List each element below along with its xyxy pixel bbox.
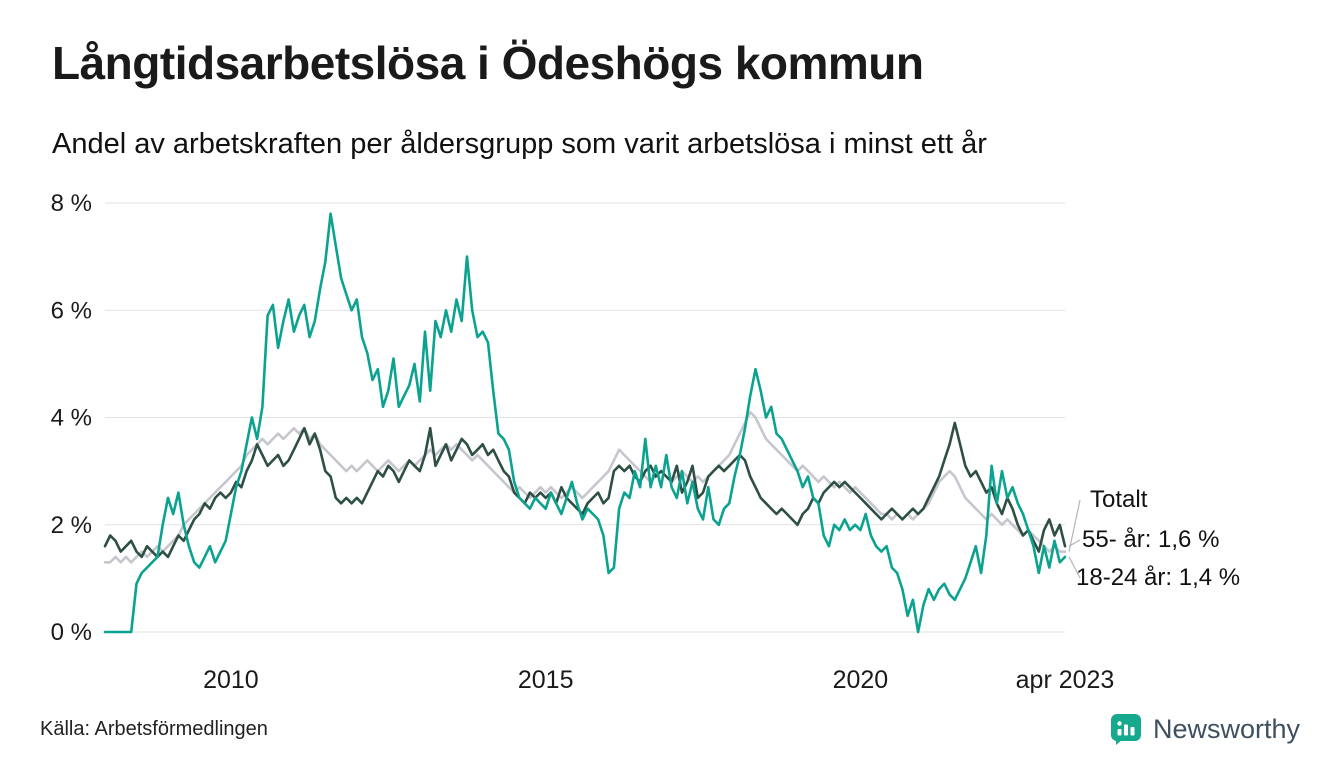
newsworthy-brand: Newsworthy	[1109, 712, 1300, 746]
annotation-connector	[1068, 539, 1081, 547]
page-title: Långtidsarbetslösa i Ödeshögs kommun	[52, 37, 924, 89]
x-tick-label: 2010	[203, 666, 259, 694]
x-tick-label: apr 2023	[1016, 666, 1115, 694]
y-tick-label: 2 %	[51, 512, 92, 539]
newsworthy-logo-icon	[1109, 712, 1143, 746]
y-tick-label: 4 %	[51, 405, 92, 432]
page-subtitle: Andel av arbetskraften per åldersgrupp s…	[52, 128, 987, 160]
annotation-connector	[1068, 499, 1081, 552]
y-tick-label: 0 %	[51, 619, 92, 646]
source-note: Källa: Arbetsförmedlingen	[40, 718, 268, 740]
x-tick-label: 2015	[518, 666, 574, 694]
y-tick-label: 8 %	[51, 190, 92, 217]
annotation-connector	[1068, 556, 1081, 579]
annotation-totalt: Totalt	[1090, 486, 1148, 513]
annotation-55-ar: 55- år: 1,6 %	[1082, 526, 1220, 553]
x-tick-label: 2020	[833, 666, 889, 694]
newsworthy-wordmark: Newsworthy	[1152, 713, 1300, 744]
series-line-55-r	[103, 421, 1067, 559]
annotation-18-24-ar: 18-24 år: 1,4 %	[1076, 564, 1241, 591]
y-tick-label: 6 %	[51, 297, 92, 324]
series-line-18-24-r	[103, 212, 1067, 634]
